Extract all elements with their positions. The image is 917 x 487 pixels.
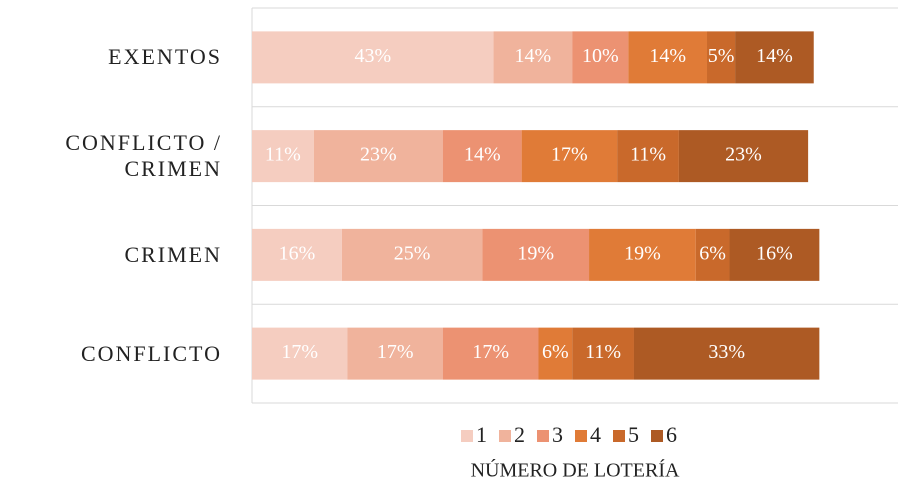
bar-segment <box>695 228 730 281</box>
x-axis-title: NÚMERO DE LOTERÍA <box>471 458 680 482</box>
bar-segment <box>252 327 348 380</box>
data-label: 19% <box>624 242 661 264</box>
legend-swatch <box>499 430 511 442</box>
data-label: 17% <box>377 341 414 363</box>
data-label: 6% <box>542 341 569 363</box>
legend-label: 5 <box>628 422 639 447</box>
legend-swatch <box>613 430 625 442</box>
data-label: 11% <box>265 144 301 166</box>
data-label: 16% <box>279 242 316 264</box>
bar-segment <box>628 31 708 84</box>
data-label: 17% <box>281 341 318 363</box>
data-label: 16% <box>756 242 793 264</box>
bar-segment <box>442 130 522 183</box>
data-label: 10% <box>582 45 619 67</box>
legend-label: 4 <box>590 422 601 447</box>
legend-swatch <box>537 430 549 442</box>
bar-segment <box>442 327 539 380</box>
bar-segment <box>707 31 736 84</box>
data-label: 23% <box>725 144 762 166</box>
data-label: 43% <box>354 45 391 67</box>
bar-segment <box>252 130 314 183</box>
legend-label: 1 <box>476 422 487 447</box>
legend-label: 2 <box>514 422 525 447</box>
bar-segment <box>617 130 679 183</box>
y-tick-label: CRIMEN <box>124 241 222 267</box>
data-label: 33% <box>708 341 745 363</box>
bar-segment <box>313 130 443 183</box>
bar-segment <box>252 31 494 84</box>
bar-segment <box>347 327 443 380</box>
legend-swatch <box>575 430 587 442</box>
bar-segment <box>633 327 820 380</box>
data-label: 17% <box>551 144 588 166</box>
legend-swatch <box>651 430 663 442</box>
legend-swatch <box>461 430 473 442</box>
data-label: 6% <box>699 242 726 264</box>
bar-segment <box>252 228 342 281</box>
data-label: 14% <box>515 45 552 67</box>
y-tick-label: EXENTOS <box>108 44 222 70</box>
bar-segment <box>482 228 590 281</box>
y-tick-label: CONFLICTO / CRIMEN <box>65 130 222 182</box>
bar-segment <box>572 31 629 84</box>
data-label: 23% <box>360 144 397 166</box>
data-label: 11% <box>630 144 666 166</box>
data-label: 25% <box>394 242 431 264</box>
data-label: 11% <box>585 341 621 363</box>
bar-segment <box>589 228 696 281</box>
bar-segment <box>538 327 573 380</box>
data-label: 19% <box>517 242 554 264</box>
bar-segment <box>493 31 573 84</box>
data-label: 14% <box>649 45 686 67</box>
data-label: 5% <box>708 45 735 67</box>
legend-label: 6 <box>666 422 677 447</box>
legend-label: 3 <box>552 422 563 447</box>
bar-segment <box>341 228 483 281</box>
bar-segment <box>521 130 618 183</box>
bar-segment <box>729 228 820 281</box>
y-tick-label: CONFLICTO <box>80 340 222 366</box>
bar-segment <box>678 130 809 183</box>
bar-segment <box>735 31 814 84</box>
data-label: 14% <box>464 144 501 166</box>
bar-segment <box>572 327 634 380</box>
data-label: 17% <box>472 341 509 363</box>
data-label: 14% <box>756 45 793 67</box>
